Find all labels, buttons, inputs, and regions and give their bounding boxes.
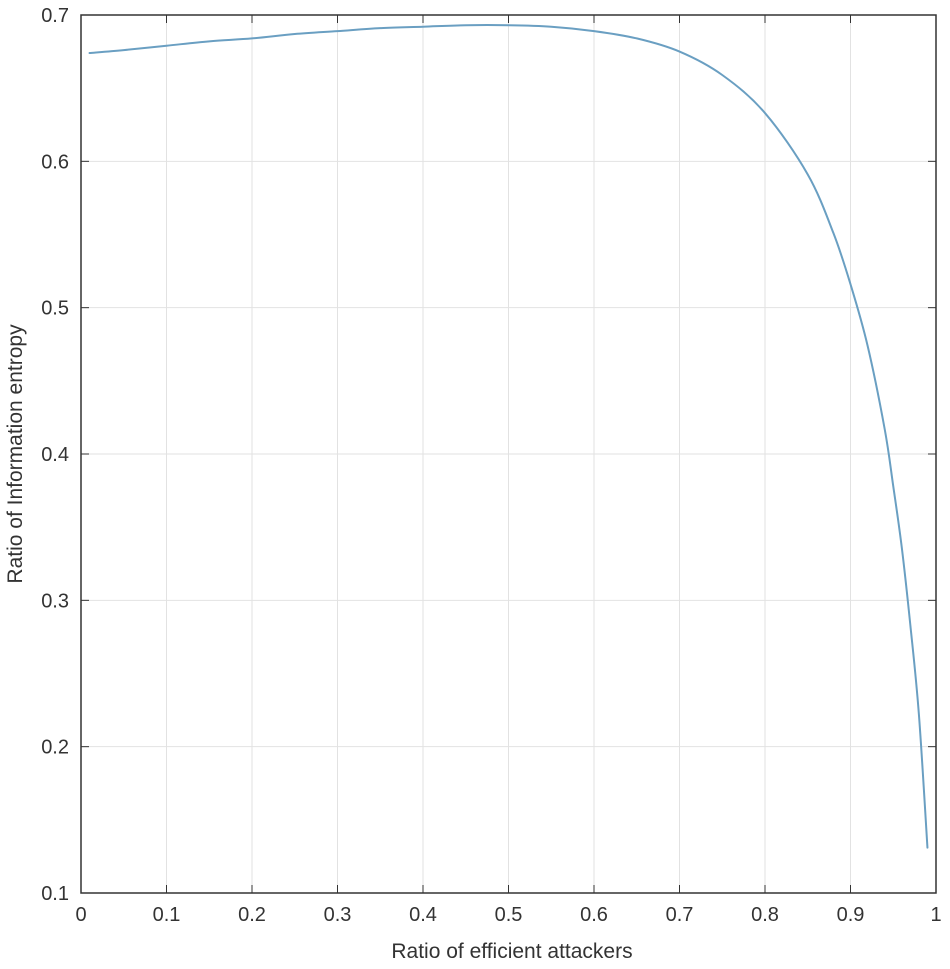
x-tick-label: 0.6	[580, 904, 608, 926]
y-tick-label: 0.2	[41, 737, 69, 759]
y-tick-label: 0.5	[41, 298, 69, 320]
series-layer	[88, 24, 929, 849]
y-tick-label: 0.6	[41, 151, 69, 173]
x-axis-label: Ratio of efficient attackers	[391, 940, 632, 963]
x-tick-label: 0.1	[153, 904, 181, 926]
y-tick-label: 0.1	[41, 883, 69, 905]
y-axis-label: Ratio of Information entropy	[4, 324, 27, 584]
y-tick-label: 0.3	[41, 590, 69, 612]
x-tick-label: 0.3	[324, 904, 352, 926]
x-tick-label: 0	[75, 904, 86, 926]
x-tick-label: 0.2	[238, 904, 266, 926]
x-tick-label: 1	[930, 904, 941, 926]
series-line	[88, 24, 929, 849]
x-tick-label: 0.5	[495, 904, 523, 926]
x-tick-label: 0.7	[666, 904, 694, 926]
y-tick-label: 0.7	[41, 5, 69, 27]
x-tick-label: 0.9	[837, 904, 865, 926]
x-tick-label: 0.8	[751, 904, 779, 926]
y-tick-label: 0.4	[41, 444, 69, 466]
x-tick-label: 0.4	[409, 904, 437, 926]
tick-layer: 0 0.1 0.2 0.3 0.4 0.5 0.6 0.7 0.8 0.9 1 0.1 0.2 0.3 0.…	[41, 5, 941, 926]
